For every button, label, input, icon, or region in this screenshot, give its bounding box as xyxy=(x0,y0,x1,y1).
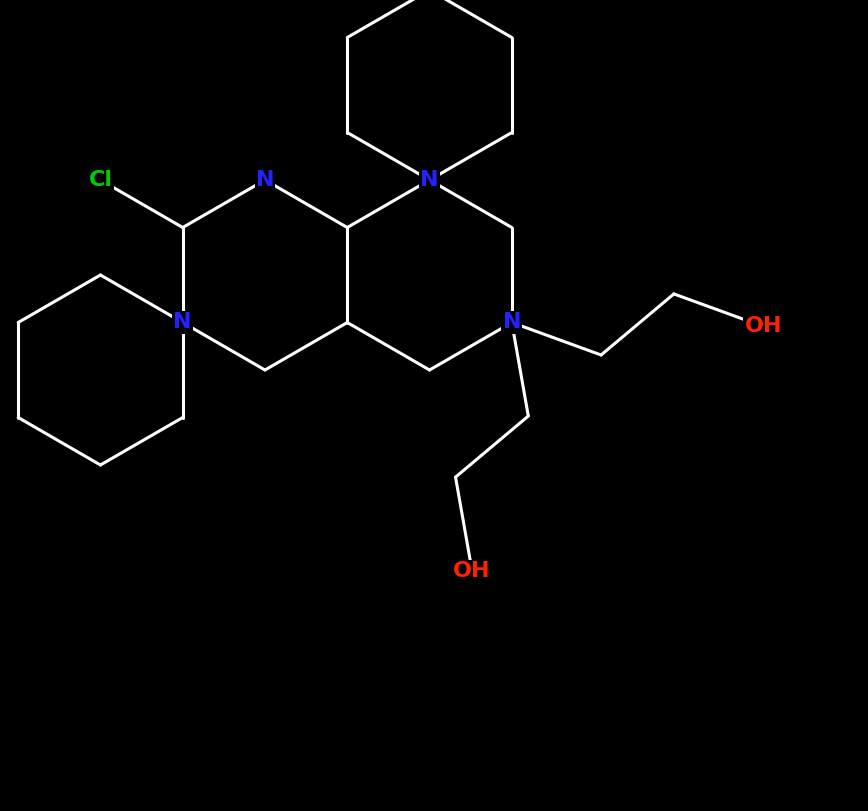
Text: N: N xyxy=(256,170,274,190)
Text: N: N xyxy=(174,312,192,333)
Text: OH: OH xyxy=(745,316,782,337)
Text: N: N xyxy=(420,170,439,190)
Text: N: N xyxy=(503,312,521,333)
Text: N: N xyxy=(174,312,192,333)
Text: N: N xyxy=(420,170,439,190)
Text: Cl: Cl xyxy=(89,170,113,190)
Text: OH: OH xyxy=(453,560,490,581)
